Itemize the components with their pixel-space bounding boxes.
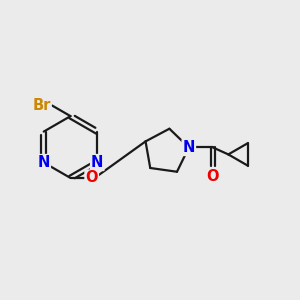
Text: Br: Br [32, 98, 51, 113]
Text: N: N [38, 155, 50, 170]
Text: O: O [85, 170, 98, 185]
Text: N: N [91, 155, 104, 170]
Text: O: O [207, 169, 219, 184]
Text: N: N [183, 140, 195, 155]
